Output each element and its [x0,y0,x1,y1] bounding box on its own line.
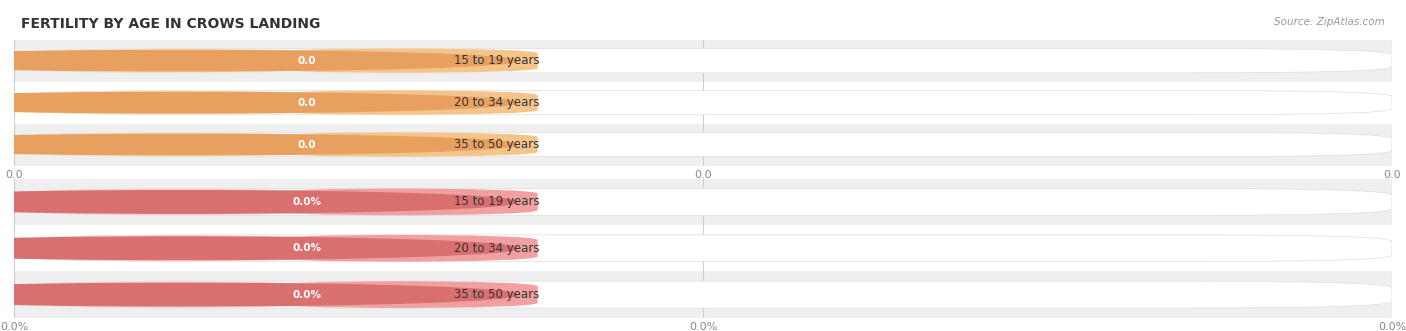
Bar [14,82,1392,123]
Circle shape [0,191,517,213]
Text: 20 to 34 years: 20 to 34 years [454,242,538,255]
FancyBboxPatch shape [14,188,1392,215]
Text: 0.0: 0.0 [298,56,316,66]
FancyBboxPatch shape [14,90,1392,115]
Text: 15 to 19 years: 15 to 19 years [454,195,540,209]
FancyBboxPatch shape [14,281,1392,308]
FancyBboxPatch shape [14,132,337,157]
FancyBboxPatch shape [262,281,537,308]
FancyBboxPatch shape [14,281,337,308]
FancyBboxPatch shape [262,90,537,115]
FancyBboxPatch shape [14,235,337,262]
FancyBboxPatch shape [14,132,1392,157]
Text: 15 to 19 years: 15 to 19 years [454,54,540,67]
Text: 0.0: 0.0 [298,140,316,150]
Bar [14,179,1392,225]
Bar [14,225,1392,271]
Text: 0.0%: 0.0% [292,290,322,300]
Text: 0.0%: 0.0% [292,243,322,253]
FancyBboxPatch shape [14,49,1392,73]
Text: 35 to 50 years: 35 to 50 years [454,138,538,151]
Text: Source: ZipAtlas.com: Source: ZipAtlas.com [1274,17,1385,26]
FancyBboxPatch shape [262,132,537,157]
FancyBboxPatch shape [262,49,537,73]
FancyBboxPatch shape [14,90,337,115]
Text: 0.0: 0.0 [298,98,316,108]
Circle shape [0,50,517,71]
Text: 0.0%: 0.0% [292,197,322,207]
FancyBboxPatch shape [14,188,337,215]
Text: FERTILITY BY AGE IN CROWS LANDING: FERTILITY BY AGE IN CROWS LANDING [21,17,321,30]
Circle shape [0,134,517,155]
Circle shape [0,92,517,113]
Circle shape [0,283,517,306]
Bar [14,271,1392,318]
FancyBboxPatch shape [14,49,337,73]
Text: 20 to 34 years: 20 to 34 years [454,96,538,109]
Bar [14,123,1392,166]
Circle shape [0,237,517,260]
FancyBboxPatch shape [262,235,537,262]
Bar [14,40,1392,82]
FancyBboxPatch shape [262,188,537,215]
FancyBboxPatch shape [14,235,1392,262]
Text: 35 to 50 years: 35 to 50 years [454,288,538,301]
